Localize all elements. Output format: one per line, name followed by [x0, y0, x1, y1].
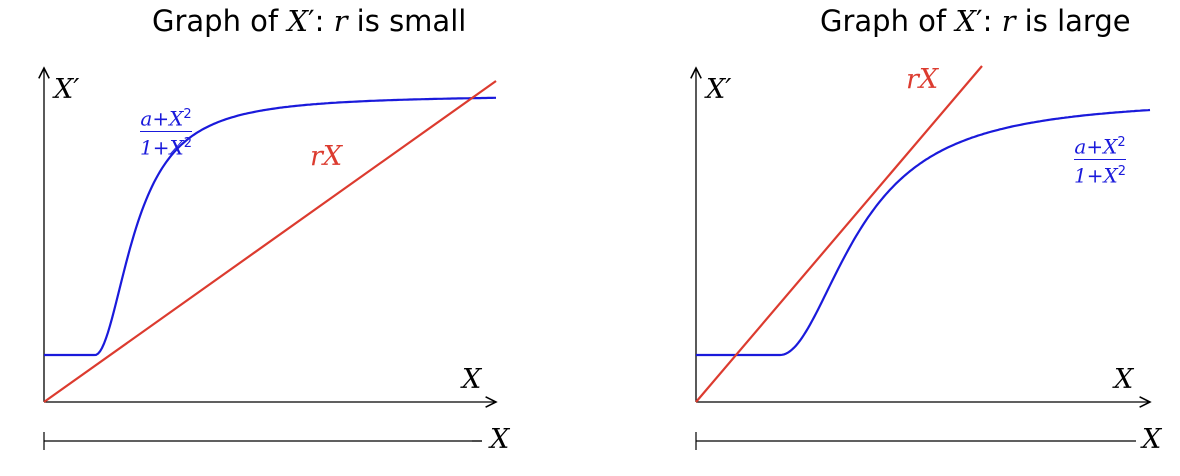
title-prefix: Graph of — [820, 4, 956, 38]
title-prime: ′ — [976, 4, 983, 38]
sigmoid-curve — [696, 108, 1151, 357]
title-prime: ′ — [308, 4, 315, 38]
y-axis-label: X′ — [706, 74, 732, 105]
title-suffix: is small — [347, 4, 467, 38]
x-axis-label: X — [1114, 364, 1134, 395]
fraction-bar — [1074, 158, 1127, 161]
panel-title: Graph of X′: r is large — [820, 4, 1131, 38]
title-r: r — [1001, 4, 1016, 38]
x-axis-label: X — [462, 364, 482, 395]
formula-denominator: 1+X2 — [140, 135, 193, 160]
sigmoid-curve — [44, 96, 496, 357]
title-colon: : — [982, 4, 1002, 38]
rx-line — [43, 80, 497, 403]
panel-r-large: Graph of X′: r is large X′ X X rX a+X2 1… — [590, 0, 1180, 476]
title-colon: : — [314, 4, 334, 38]
line-label: rX — [906, 64, 939, 95]
rx-line — [695, 65, 983, 403]
graph-r-large — [590, 65, 1180, 450]
title-variable: X — [955, 4, 976, 38]
graph-r-small — [0, 0, 590, 450]
formula-denominator: 1+X2 — [1074, 163, 1127, 188]
fraction-bar — [140, 130, 193, 133]
title-r: r — [333, 4, 348, 38]
y-axis-label: X′ — [54, 74, 80, 105]
title-variable: X — [287, 4, 308, 38]
curve-formula: a+X2 1+X2 — [140, 104, 193, 160]
bottom-line-label: X — [490, 424, 510, 455]
panel-r-small: Graph of X′: r is small X′ X X rX a+X2 1… — [0, 0, 590, 455]
bottom-line-label: X — [1142, 424, 1162, 455]
panel-title: Graph of X′: r is small — [152, 4, 466, 38]
line-label: rX — [310, 141, 343, 172]
title-suffix: is large — [1015, 4, 1131, 38]
curve-formula: a+X2 1+X2 — [1074, 132, 1127, 188]
title-prefix: Graph of — [152, 4, 288, 38]
formula-numerator: a+X2 — [140, 106, 192, 131]
formula-numerator: a+X2 — [1074, 134, 1126, 159]
